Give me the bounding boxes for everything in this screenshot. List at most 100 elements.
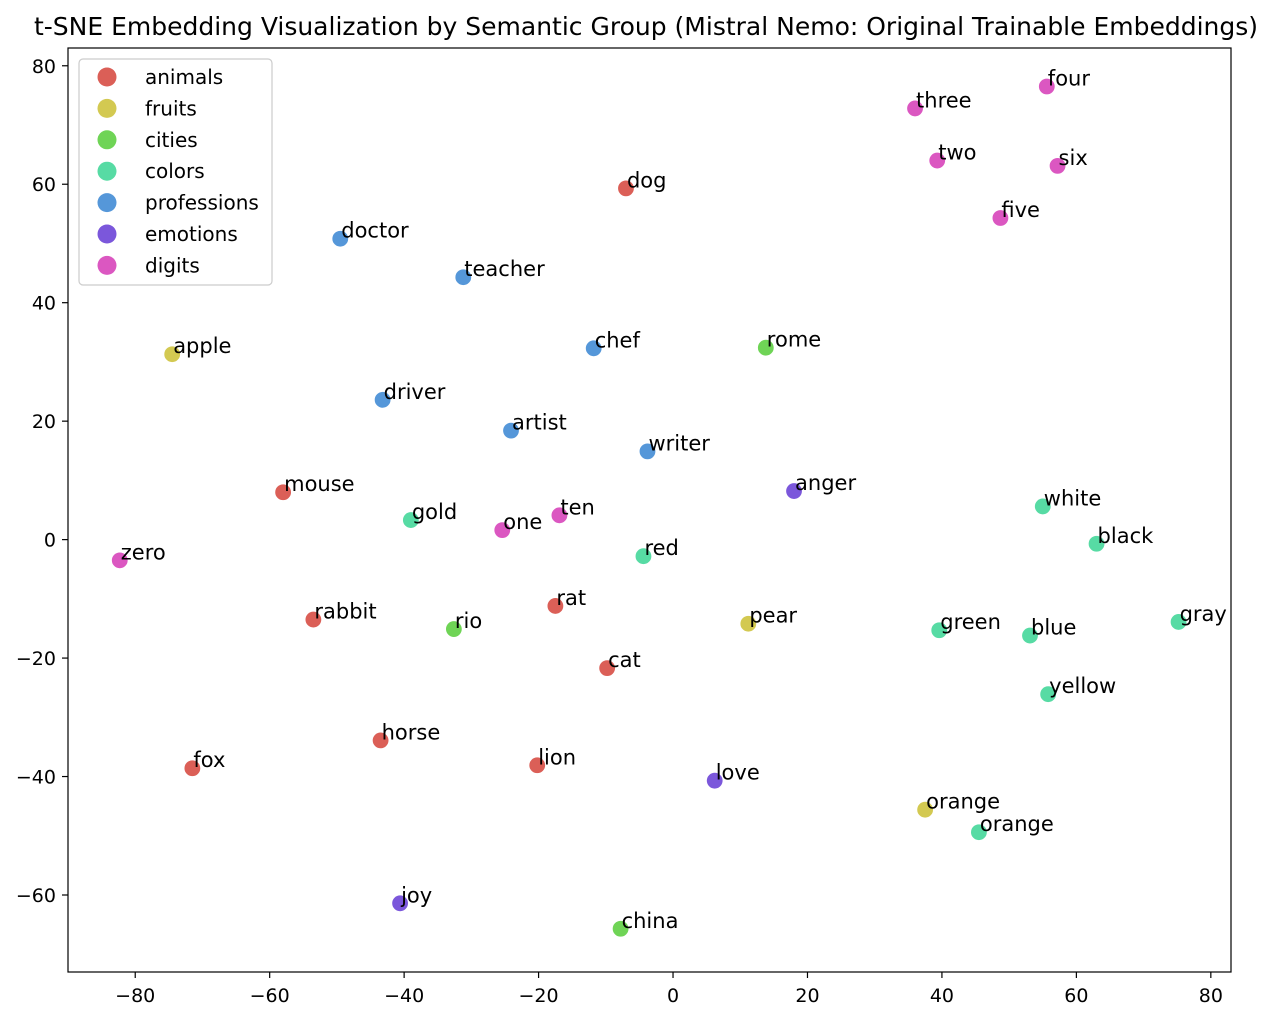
data-point-digits-six [1048,156,1067,175]
point-label-orange: orange [980,812,1054,836]
point-label-apple: apple [173,334,231,358]
y-tick-label: −60 [16,885,56,907]
data-point-colors-white [1033,497,1052,516]
legend-box [78,58,273,286]
data-point-animals-rat [546,596,565,616]
point-label-blue: blue [1031,616,1076,640]
data-point-emotions-anger [784,481,804,501]
data-point-colors-gold [401,510,420,530]
chart-title: t-SNE Embedding Visualization by Semanti… [34,12,1258,41]
point-label-ten: ten [560,495,594,519]
data-point-animals-cat [598,659,617,678]
point-label-fox: fox [193,748,225,772]
legend: animals fruits cities colors professions emot… [78,58,273,286]
point-label-china: china [622,909,679,933]
data-point-digits-four [1037,77,1056,96]
data-point-colors-black [1087,534,1106,553]
data-point-professions-writer [638,442,657,461]
data-point-colors-blue [1020,626,1040,645]
y-tick-label: 60 [32,174,56,196]
data-point-animals-mouse [274,483,293,502]
legend-label-colors: colors [145,159,205,183]
point-label-rabbit: rabbit [314,600,376,624]
point-label-one: one [503,510,542,534]
y-tick-label: 20 [32,411,56,433]
x-tick-label: 20 [795,985,819,1007]
y-tick-label: 80 [32,56,56,78]
point-label-gray: gray [1180,602,1227,626]
point-label-anger: anger [795,471,856,495]
legend-label-digits: digits [145,253,200,277]
data-point-professions-driver [373,390,392,409]
data-point-emotions-joy [390,894,410,913]
point-label-two: two [938,141,976,165]
x-tick-label: −20 [519,985,559,1007]
data-point-colors-gray [1169,612,1188,632]
x-tick-label: −80 [115,985,155,1007]
data-point-colors-orange [969,823,989,842]
data-point-digits-one [493,521,512,540]
point-label-cat: cat [608,648,641,672]
data-point-professions-doctor [331,229,350,248]
point-label-dog: dog [627,168,667,192]
data-point-colors-green [930,621,949,640]
y-tick-label: 0 [44,530,56,552]
data-point-fruits-apple [163,345,182,364]
legend-marker-colors [97,161,117,181]
point-label-writer: writer [648,431,710,455]
legend-marker-animals [97,67,117,87]
point-label-mouse: mouse [284,472,354,496]
legend-label-cities: cities [145,128,198,152]
point-label-artist: artist [512,411,567,435]
point-label-orange: orange [926,790,1000,814]
point-label-yellow: yellow [1049,674,1116,698]
data-point-digits-zero [110,551,129,570]
legend-label-fruits: fruits [145,96,197,120]
legend-marker-fruits [97,98,117,118]
x-tick-label: −60 [250,985,290,1007]
data-point-animals-horse [371,731,390,750]
point-label-pear: pear [749,604,797,628]
point-label-six: six [1059,146,1088,170]
x-tick-label: 80 [1199,985,1223,1007]
data-point-professions-teacher [454,268,473,287]
data-point-professions-chef [584,339,603,358]
plot-area-frame [67,47,1232,973]
point-label-lion: lion [538,745,576,769]
point-label-rat: rat [556,586,586,610]
point-label-three: three [916,88,972,112]
legend-label-emotions: emotions [145,222,238,246]
data-point-professions-artist [501,421,521,440]
data-point-fruits-pear [739,614,758,633]
point-label-driver: driver [384,380,446,404]
x-tick-label: 40 [930,985,954,1007]
data-point-emotions-love [705,771,724,790]
data-point-digits-five [991,208,1010,228]
x-tick-label: 60 [1064,985,1088,1007]
point-label-green: green [940,610,1001,634]
point-label-doctor: doctor [341,219,409,243]
legend-label-professions: professions [145,191,259,215]
point-label-red: red [644,536,678,560]
point-label-rome: rome [767,328,821,352]
legend-marker-digits [97,255,117,275]
point-label-four: four [1048,67,1091,91]
point-label-rio: rio [455,609,482,633]
data-point-animals-rabbit [304,610,323,629]
point-label-chef: chef [595,328,641,352]
data-point-cities-rio [444,619,463,639]
data-point-animals-fox [183,759,202,778]
legend-marker-emotions [97,224,117,244]
point-label-horse: horse [382,720,441,744]
point-label-love: love [716,761,760,785]
y-tick-label: −20 [16,648,56,670]
point-label-gold: gold [412,500,457,524]
data-point-colors-yellow [1039,685,1058,704]
y-tick-label: 40 [32,293,56,315]
data-point-cities-rome [756,338,775,357]
point-label-black: black [1098,524,1155,548]
x-tick-label: 0 [667,985,679,1007]
data-point-digits-two [928,151,947,170]
point-label-white: white [1044,486,1101,510]
